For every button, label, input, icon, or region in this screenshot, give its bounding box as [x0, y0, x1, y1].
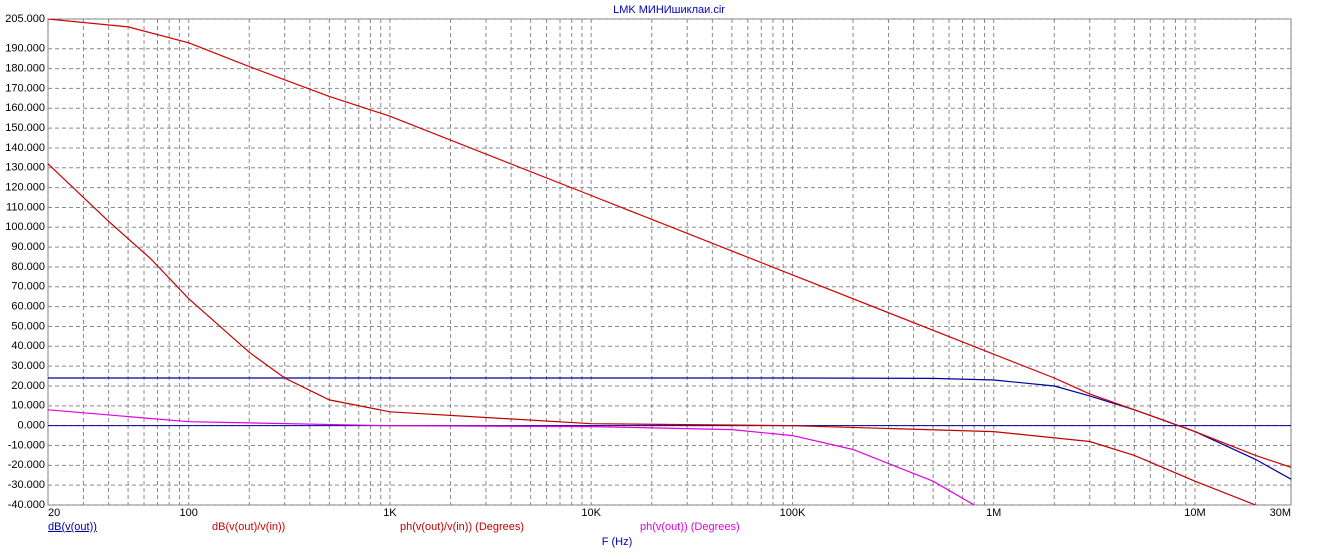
y-tick-label: 20.000: [11, 380, 45, 392]
legend-label: dB(v(out)/v(in)): [212, 521, 285, 533]
x-axis-label: F (Hz): [602, 536, 633, 548]
x-tick-label: 100K: [780, 507, 806, 519]
y-tick-label: -40.000: [8, 499, 45, 511]
y-tick-label: 70.000: [11, 281, 45, 293]
y-tick-label: 205.000: [5, 13, 45, 25]
plot-frame: [47, 18, 1292, 506]
y-tick-label: 180.000: [5, 62, 45, 74]
y-tick-label: 150.000: [5, 122, 45, 134]
x-tick-label: 10K: [581, 507, 601, 519]
y-tick-label: 0.000: [17, 420, 45, 432]
legend-label: ph(v(out)) (Degrees): [640, 521, 740, 533]
legend-label: dB(v(out)): [48, 521, 97, 533]
y-tick-label: -10.000: [8, 439, 45, 451]
y-tick-label: 60.000: [11, 301, 45, 313]
chart-title: LMK МИНИшиклаи.cir: [613, 4, 725, 16]
x-tick-label: 30M: [1270, 507, 1291, 519]
y-tick-label: 50.000: [11, 320, 45, 332]
y-tick-label: 170.000: [5, 82, 45, 94]
y-tick-label: 120.000: [5, 182, 45, 194]
series-line: [48, 19, 1291, 468]
x-tick-label: 20: [48, 507, 60, 519]
series-group: [48, 19, 1291, 505]
y-tick-label: 160.000: [5, 102, 45, 114]
x-tick-label: 10M: [1184, 507, 1205, 519]
y-tick-label: 110.000: [6, 201, 45, 213]
series-line: [48, 377, 1291, 480]
y-tick-label: -20.000: [8, 459, 45, 471]
series-line: [48, 409, 975, 505]
x-tick-label: 1M: [986, 507, 1001, 519]
legend-label: ph(v(out)/v(in)) (Degrees): [400, 521, 524, 533]
y-tick-label: 80.000: [11, 261, 45, 273]
y-tick-label: 190.000: [5, 43, 45, 55]
x-tick-label: 100: [179, 507, 197, 519]
y-tick-label: 100.000: [5, 221, 45, 233]
y-tick-label: 10.000: [11, 400, 45, 412]
y-tick-label: 90.000: [11, 241, 45, 253]
y-tick-label: -30.000: [8, 479, 45, 491]
y-tick-label: 40.000: [11, 340, 45, 352]
x-tick-label: 1K: [383, 507, 397, 519]
y-tick-label: 130.000: [5, 162, 45, 174]
y-tick-label: 140.000: [5, 142, 45, 154]
y-tick-label: 30.000: [11, 360, 45, 372]
series-line: [48, 163, 1256, 505]
